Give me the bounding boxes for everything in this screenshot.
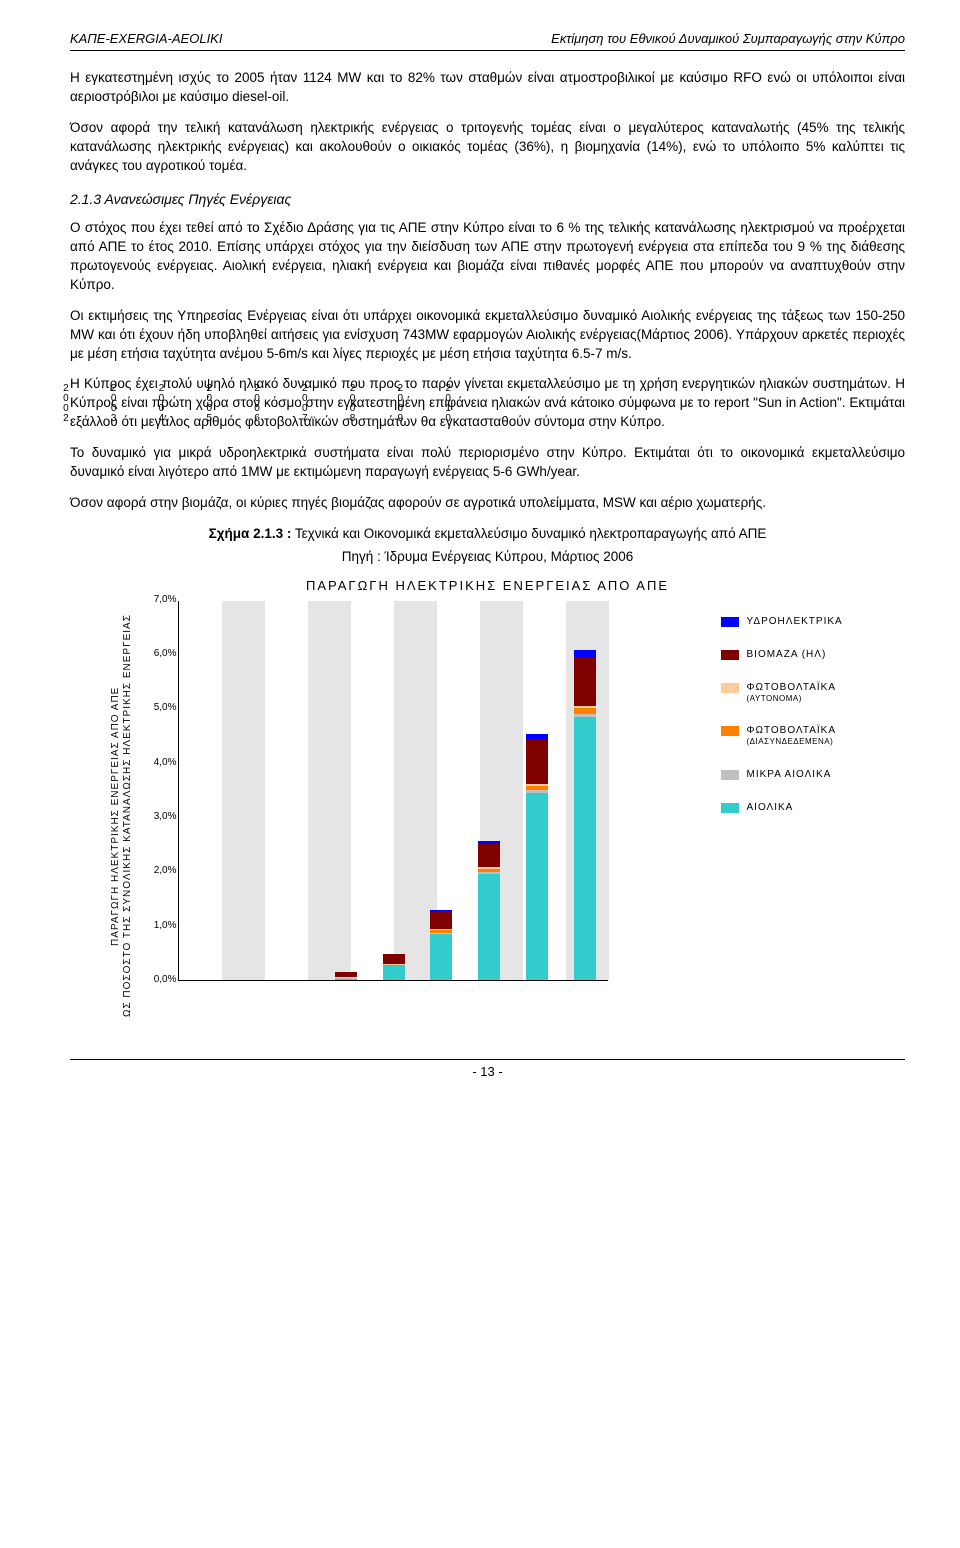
bar-segment (383, 954, 405, 964)
bar-column (335, 972, 357, 980)
x-tick: 2002 (58, 384, 74, 424)
figure-source: Πηγή : Ίδρυμα Ενέργειας Κύπρου, Μάρτιος … (70, 548, 905, 567)
legend-label: ΦΩΤΟΒΟΛΤΑΪΚΑ(ΑΥΤΟΝΟΜΑ) (747, 681, 837, 704)
y-tick: 3,0% (137, 810, 177, 824)
bar-column (478, 841, 500, 980)
legend-item: ΒΙΟΜΑΖΑ (ΗΛ) (721, 648, 868, 661)
legend-item: ΦΩΤΟΒΟΛΤΑΪΚΑ(ΑΥΤΟΝΟΜΑ) (721, 681, 868, 704)
legend-label: ΑΙΟΛΙΚΑ (747, 801, 794, 814)
bar-column (574, 650, 596, 979)
bar-segment (478, 844, 500, 867)
legend: ΥΔΡΟΗΛΕΚΤΡΙΚΑ ΒΙΟΜΑΖΑ (ΗΛ) ΦΩΤΟΒΟΛΤΑΪΚΑ(ΑΥ… (713, 601, 868, 1031)
bar-segment (430, 911, 452, 928)
x-tick: 2006 (249, 384, 265, 424)
y-tick: 0,0% (137, 973, 177, 987)
figure-caption: Σχήμα 2.1.3 : Τεχνικά και Οικονομικά εκμ… (70, 525, 905, 544)
plot-area: 0,0%1,0%2,0%3,0%4,0%5,0%6,0%7,0% (178, 601, 608, 981)
paragraph-2: Όσον αφορά την τελική κατανάλωση ηλεκτρι… (70, 119, 905, 176)
section-title: 2.1.3 Ανανεώσιμες Πηγές Ενέργειας (70, 190, 905, 210)
y-tick: 5,0% (137, 701, 177, 715)
paragraph-1: Η εγκατεστημένη ισχύς το 2005 ήταν 1124 … (70, 69, 905, 107)
legend-swatch (721, 683, 739, 693)
y-tick: 4,0% (137, 756, 177, 770)
figure-caption-rest: Τεχνικά και Οικονομικά εκμεταλλεύσιμο δυ… (291, 526, 766, 541)
x-tick: 2009 (392, 384, 408, 424)
header-left: ΚΑΠΕ-EXERGIA-AEOLIKI (70, 30, 222, 48)
legend-item: ΥΔΡΟΗΛΕΚΤΡΙΚΑ (721, 615, 868, 628)
paragraph-5: Η Κύπρος έχει πολύ υψηλό ηλιακό δυναμικό… (70, 375, 905, 432)
y-tick: 2,0% (137, 864, 177, 878)
page-number: - 13 - (472, 1064, 502, 1079)
plot-shade-band (222, 601, 265, 980)
bar-segment (430, 934, 452, 980)
legend-swatch (721, 770, 739, 780)
x-tick: 2005 (201, 384, 217, 424)
legend-swatch (721, 803, 739, 813)
legend-label: ΜΙΚΡΑ ΑΙΟΛΙΚΑ (747, 768, 832, 781)
y-axis-label-line2: ΩΣ ΠΟΣΟΣΤΟ ΤΗΣ ΣΥΝΟΛΙΚΗΣ ΚΑΤΑΝΑΛΩΣΗΣ ΗΛΕ… (122, 614, 133, 1017)
legend-swatch (721, 726, 739, 736)
paragraph-7: Όσον αφορά στην βιομάζα, οι κύριες πηγές… (70, 494, 905, 513)
y-tick: 6,0% (137, 647, 177, 661)
figure-caption-bold: Σχήμα 2.1.3 : (209, 526, 292, 541)
bar-segment (383, 966, 405, 980)
legend-swatch (721, 650, 739, 660)
x-tick: 2004 (153, 384, 169, 424)
x-tick: 2007 (297, 384, 313, 424)
legend-item: ΦΩΤΟΒΟΛΤΑΪΚΑ(ΔΙΑΣΥΝΔΕΔΕΜΕΝΑ) (721, 724, 868, 747)
bar-segment (478, 874, 500, 980)
bar-segment (526, 739, 548, 784)
chart-title: ΠΑΡΑΓΩΓΗ ΗΛΕΚΤΡΙΚΗΣ ΕΝΕΡΓΕΙΑΣ ΑΠΟ ΑΠΕ (108, 577, 868, 595)
bar-segment (526, 793, 548, 980)
legend-label: ΒΙΟΜΑΖΑ (ΗΛ) (747, 648, 827, 661)
bar-segment (335, 979, 357, 980)
chart: ΠΑΡΑΓΩΓΗ ΗΛΕΚΤΡΙΚΗΣ ΕΝΕΡΓΕΙΑΣ ΑΠΟ ΑΠΕ ΠΑ… (108, 577, 868, 1031)
y-tick: 7,0% (137, 593, 177, 607)
y-axis-label: ΠΑΡΑΓΩΓΗ ΗΛΕΚΤΡΙΚΗΣ ΕΝΕΡΓΕΙΑΣ ΑΠΟ ΑΠΕ ΩΣ… (108, 601, 136, 1031)
bar-segment (574, 717, 596, 980)
x-tick: 2003 (106, 384, 122, 424)
page-footer: - 13 - (70, 1059, 905, 1081)
x-tick: 2010 (440, 384, 456, 424)
header-right: Εκτίμηση του Εθνικού Δυναμικού Συμπαραγω… (551, 30, 905, 48)
legend-label: ΥΔΡΟΗΛΕΚΤΡΙΚΑ (747, 615, 843, 628)
paragraph-3: Ο στόχος που έχει τεθεί από το Σχέδιο Δρ… (70, 219, 905, 295)
paragraph-4: Οι εκτιμήσεις της Υπηρεσίας Ενέργειας εί… (70, 307, 905, 364)
x-tick: 2008 (345, 384, 361, 424)
legend-item: ΜΙΚΡΑ ΑΙΟΛΙΚΑ (721, 768, 868, 781)
plot-shade-band (308, 601, 351, 980)
legend-label: ΦΩΤΟΒΟΛΤΑΪΚΑ(ΔΙΑΣΥΝΔΕΔΕΜΕΝΑ) (747, 724, 837, 747)
bar-segment (574, 657, 596, 706)
paragraph-6: Το δυναμικό για μικρά υδροηλεκτρικά συστ… (70, 444, 905, 482)
legend-swatch (721, 617, 739, 627)
y-tick: 1,0% (137, 919, 177, 933)
bar-column (383, 954, 405, 979)
y-axis-label-line1: ΠΑΡΑΓΩΓΗ ΗΛΕΚΤΡΙΚΗΣ ΕΝΕΡΓΕΙΑΣ ΑΠΟ ΑΠΕ (110, 686, 121, 945)
page-header: ΚΑΠΕ-EXERGIA-AEOLIKI Εκτίμηση του Εθνικο… (70, 30, 905, 51)
bar-column (430, 910, 452, 979)
legend-item: ΑΙΟΛΙΚΑ (721, 801, 868, 814)
bar-column (526, 734, 548, 980)
